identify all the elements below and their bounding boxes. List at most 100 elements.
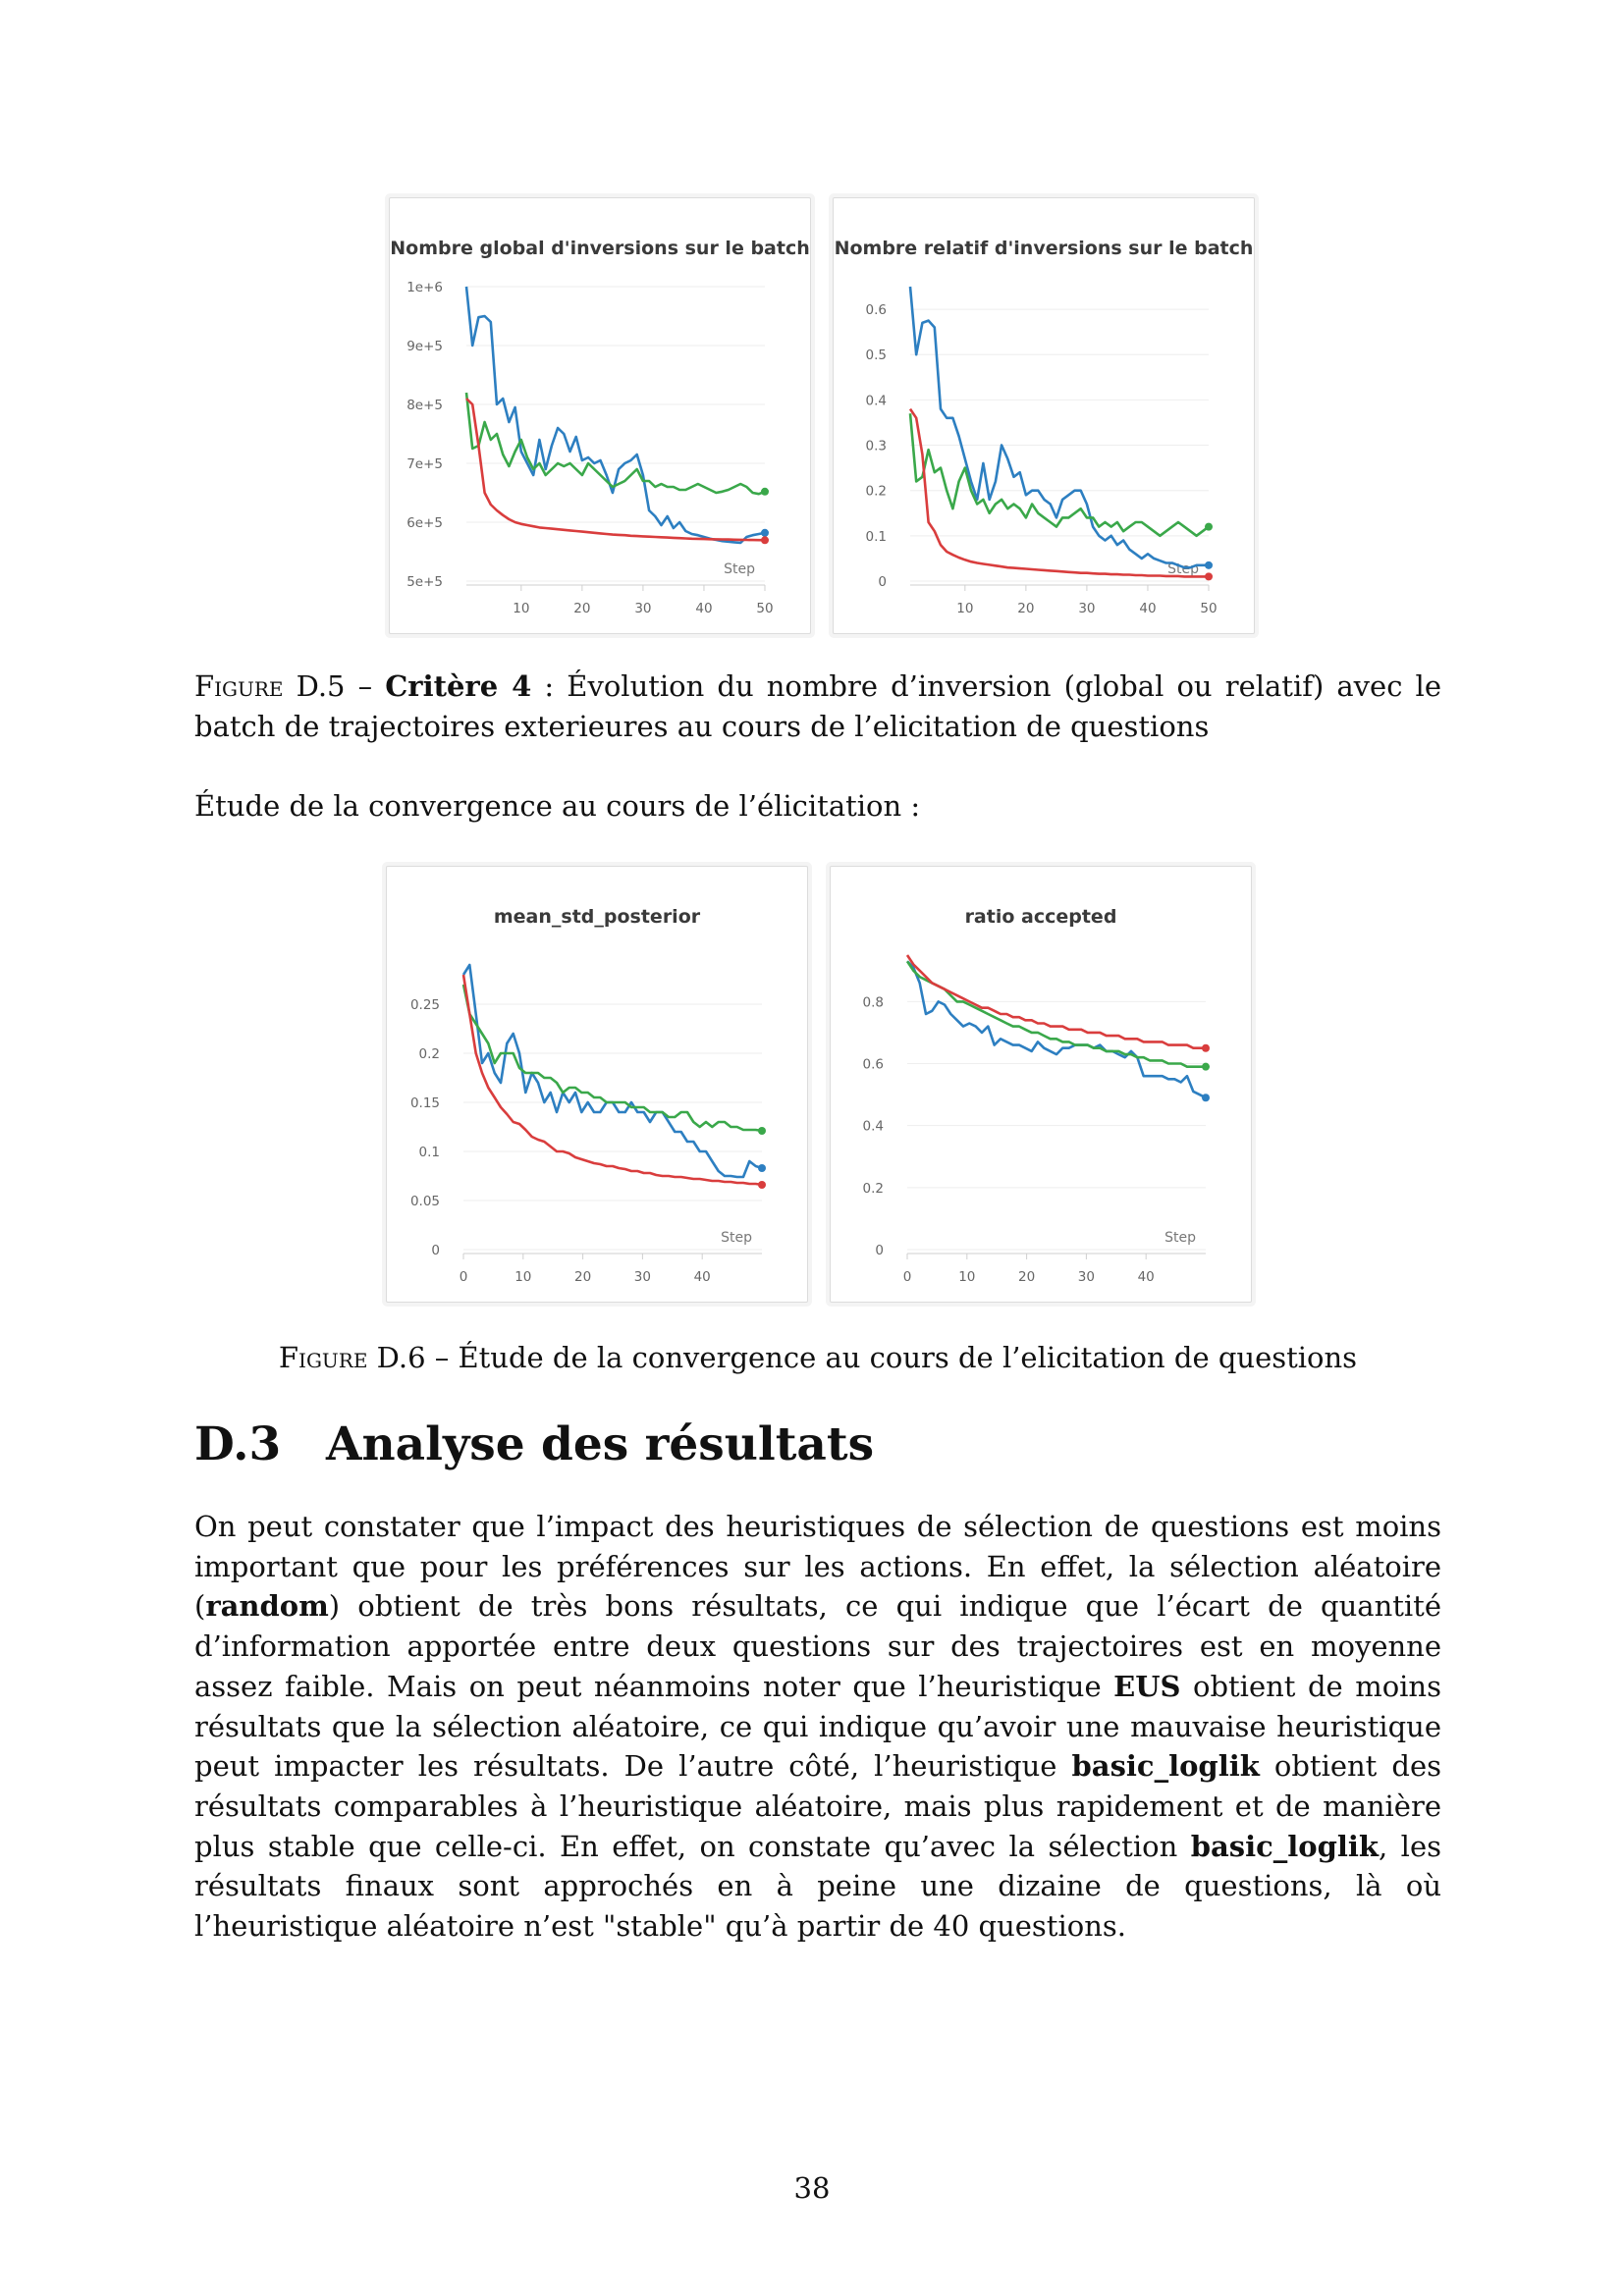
series-end-point-red [1205, 572, 1213, 581]
series-end-point-red [761, 536, 769, 545]
y-tick-label: 0 [431, 1243, 440, 1258]
chart-panel-relative-inversions: Nombre relatif d'inversions sur le batch… [833, 197, 1255, 634]
chart-relative-inversions: Nombre relatif d'inversions sur le batch… [835, 238, 1254, 616]
x-tick-label: 40 [695, 601, 712, 616]
y-tick-label: 0 [878, 574, 887, 590]
chart-panel-mean-std-posterior: mean_std_posterior 0 0.05 0.1 0.15 0.2 0.25 0 10… [386, 866, 808, 1303]
series-line-blue [461, 963, 763, 1179]
y-tick-label: 0.15 [410, 1095, 440, 1111]
x-tick-label: 50 [756, 601, 773, 616]
series-line-green [464, 392, 766, 496]
y-tick-label: 0.6 [863, 1057, 884, 1073]
x-tick-label: 30 [1078, 1269, 1095, 1285]
y-tick-label: 0.1 [419, 1145, 440, 1160]
series-line-blue [906, 960, 1207, 1099]
y-tick-label: 0.2 [866, 484, 887, 500]
series-line-green [905, 960, 1206, 1068]
series-end-point-blue [758, 1164, 766, 1172]
y-tick-label: 0.6 [866, 302, 887, 318]
series-line-green [461, 984, 763, 1133]
series-end-point-red [758, 1181, 766, 1189]
x-tick-label: 0 [460, 1269, 468, 1285]
series-line-green [908, 413, 1210, 538]
series-end-point-green [1202, 1062, 1210, 1071]
x-tick-label: 40 [1139, 601, 1156, 616]
keyword-eus: EUS [1113, 1669, 1181, 1703]
chart-title: Nombre relatif d'inversions sur le batch [835, 238, 1254, 259]
section-paragraph: On peut constater que l’impact des heuri… [194, 1510, 1441, 1944]
series-end-point-blue [1202, 1094, 1210, 1102]
keyword-basic-loglik: basic_loglik [1071, 1749, 1260, 1784]
x-tick-label: 20 [574, 1269, 591, 1285]
x-tick-label: 20 [573, 601, 590, 616]
x-tick-label: 50 [1200, 601, 1217, 616]
figure-d6-label: Figure D.6 [278, 1341, 426, 1374]
series-end-point-blue [1205, 561, 1213, 569]
y-tick-label: 6e+5 [406, 515, 443, 531]
chart-title: mean_std_posterior [494, 906, 701, 928]
series-end-point-red [1202, 1043, 1210, 1052]
section-heading: D.3 Analyse des résultats [194, 1417, 874, 1471]
series-end-point-green [1205, 522, 1213, 531]
y-tick-label: 5e+5 [406, 574, 443, 590]
section-title: Analyse des résultats [326, 1417, 875, 1471]
chart-ratio-accepted: ratio accepted 0 0.2 0.4 0.6 0.8 0 10 20 30 40 Step [863, 906, 1210, 1285]
figure-d6-caption-text: Étude de la convergence au cours de l’el… [458, 1341, 1358, 1374]
y-tick-label: 0.1 [866, 529, 887, 545]
x-tick-label: 10 [513, 601, 529, 616]
series-end-point-green [761, 487, 769, 496]
x-axis-label: Step [721, 1230, 752, 1246]
y-tick-label: 0.8 [863, 994, 884, 1010]
chart-title: ratio accepted [965, 906, 1117, 928]
y-tick-label: 0 [875, 1243, 884, 1258]
chart-global-inversions: Nombre global d'inversions sur le batch 5… [390, 238, 810, 616]
figure-d5-caption: Figure D.5 – Critère 4 : Évolution du no… [194, 667, 1441, 747]
y-tick-label: 0.4 [866, 393, 887, 408]
x-tick-label: 20 [1017, 601, 1034, 616]
figure-d5-criterion: Critère 4 [385, 669, 532, 703]
x-tick-label: 40 [694, 1269, 711, 1285]
series-line-red [905, 954, 1206, 1049]
x-axis-label: Step [1164, 1230, 1196, 1246]
y-tick-label: 7e+5 [406, 456, 443, 472]
x-tick-label: 40 [1138, 1269, 1155, 1285]
x-tick-label: 10 [958, 1269, 975, 1285]
y-tick-label: 0.3 [866, 439, 887, 454]
x-tick-label: 0 [903, 1269, 912, 1285]
series-end-point-green [758, 1127, 766, 1135]
x-axis-label: Step [724, 561, 755, 577]
series-line-red [461, 974, 763, 1187]
x-tick-label: 20 [1018, 1269, 1035, 1285]
series-line-blue [464, 286, 766, 545]
series-line-red [465, 398, 766, 542]
x-tick-label: 30 [634, 1269, 651, 1285]
figure-d5-label: Figure D.5 [194, 669, 346, 703]
x-tick-label: 10 [514, 1269, 531, 1285]
x-tick-label: 30 [634, 601, 651, 616]
page-number: 38 [793, 2171, 831, 2205]
intro-text: Étude de la convergence au cours de l’él… [194, 789, 921, 823]
y-tick-label: 0.4 [863, 1119, 884, 1135]
section-number: D.3 [194, 1417, 282, 1471]
y-tick-label: 1e+6 [406, 280, 443, 295]
x-tick-label: 30 [1078, 601, 1095, 616]
y-tick-label: 0.2 [419, 1046, 440, 1062]
y-tick-label: 0.5 [866, 347, 887, 363]
x-tick-label: 10 [956, 601, 973, 616]
keyword-basic-loglik: basic_loglik [1190, 1829, 1380, 1863]
chart-panel-ratio-accepted: ratio accepted 0 0.2 0.4 0.6 0.8 0 10 20 30 40 Step [830, 866, 1252, 1303]
series-end-point-blue [761, 528, 769, 537]
keyword-random: random [205, 1589, 329, 1624]
series-line-red [908, 407, 1209, 578]
y-tick-label: 8e+5 [406, 398, 443, 413]
figure-d5-caption-text: : Évolution du nombre d’inversion (globa… [194, 669, 1441, 743]
chart-panel-global-inversions: Nombre global d'inversions sur le batch 5… [389, 197, 811, 634]
figure-d5-dash: – [345, 669, 386, 703]
chart-mean-std-posterior: mean_std_posterior 0 0.05 0.1 0.15 0.2 0.25 0 10… [410, 906, 766, 1285]
y-tick-label: 0.2 [863, 1181, 884, 1197]
y-tick-label: 0.05 [410, 1194, 440, 1209]
figure-d6-caption: Figure D.6 – Étude de la convergence au … [194, 1338, 1441, 1378]
figure-d6-dash: – [425, 1341, 459, 1374]
y-tick-label: 9e+5 [406, 339, 443, 354]
y-tick-label: 0.25 [410, 997, 440, 1013]
